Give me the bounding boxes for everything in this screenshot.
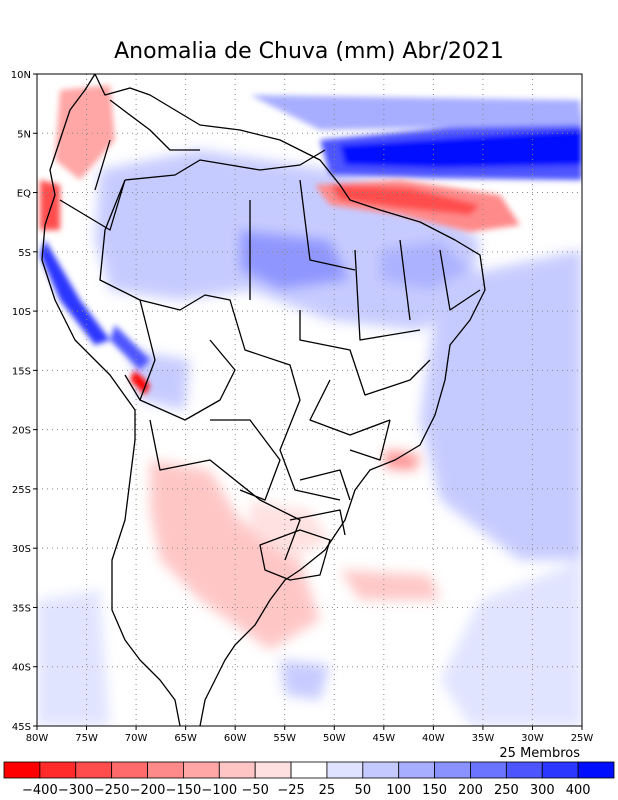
border-uruguay <box>259 529 331 581</box>
colorbar-label: 300 <box>530 783 555 798</box>
map-frame <box>36 73 583 727</box>
anomaly-pale-blue-pacific <box>37 590 110 726</box>
colorbar-swatch <box>434 761 471 779</box>
colorbar-swatch <box>398 761 435 779</box>
lat-label: 30S <box>12 544 31 555</box>
anomaly-red-ecuador <box>40 180 60 230</box>
colorbar-label: 150 <box>422 783 447 798</box>
lon-label: 65W <box>174 733 197 744</box>
lat-label: 10N <box>11 70 31 81</box>
border-brazil-north <box>124 149 326 181</box>
anomaly-blue-northeast <box>380 240 470 290</box>
anomaly-light-blue-atlantic <box>420 250 582 560</box>
lon-label: 70W <box>125 733 148 744</box>
lat-label: 10S <box>12 307 31 318</box>
colorbar-label: −150 <box>166 783 202 798</box>
border-colombia-venezuela <box>59 99 200 231</box>
colorbar-label: −50 <box>241 783 268 798</box>
lon-label: 80W <box>26 733 49 744</box>
colorbar-swatch <box>505 761 543 779</box>
colorbar-label: −100 <box>201 783 237 798</box>
anomaly-red-titicaca <box>130 370 150 395</box>
map-panel: 10N 5N EQ 5S 10S 15S 20S 25S 30S 35S 40S 45S 80W 75W… <box>11 70 594 744</box>
colorbar-swatch <box>577 761 615 779</box>
lon-label: 55W <box>273 733 296 744</box>
anomaly-blue-peru-andes <box>40 240 110 345</box>
latitude-labels: 10N 5N EQ 5S 10S 15S 20S 25S 30S 35S 40S 45S <box>11 70 37 733</box>
colorbar-label: 400 <box>566 783 591 798</box>
colorbar-swatch <box>3 761 41 779</box>
colorbar-swatch <box>183 761 220 779</box>
colorbar-labels: −400 −300 −250 −200 −150 −100 −50 −25 25 50 100 150… <box>22 783 591 798</box>
colorbar-label: −250 <box>94 783 130 798</box>
border-bolivia <box>139 299 236 421</box>
lon-label: 45W <box>373 733 396 744</box>
south-america-coastline <box>41 73 486 727</box>
lat-label: 15S <box>12 366 31 377</box>
anomaly-blue-patagonia-shelf <box>280 660 330 700</box>
lat-label: 45S <box>12 722 31 733</box>
lon-label: 35W <box>472 733 495 744</box>
colorbar-swatch <box>326 761 364 779</box>
anomaly-red-rio-coast <box>385 450 420 470</box>
lat-label: 20S <box>12 426 31 437</box>
lon-label: 60W <box>224 733 247 744</box>
lon-label: 50W <box>323 733 346 744</box>
lat-label: 5S <box>18 248 31 259</box>
anomaly-red-colombia <box>55 85 115 180</box>
colorbar-swatch <box>254 761 292 779</box>
colorbar-swatch <box>147 761 184 779</box>
colorbar-label: −400 <box>22 783 58 798</box>
anomaly-blue-south-peru <box>110 325 150 370</box>
colorbar-swatch <box>541 761 579 779</box>
colorbar-swatch <box>470 761 507 779</box>
map-outlines <box>41 73 486 727</box>
map-title: Anomalia de Chuva (mm) Abr/2021 <box>114 39 504 64</box>
colorbar-swatch <box>218 761 256 779</box>
colorbar-label: −200 <box>130 783 166 798</box>
colorbar-swatch <box>39 761 77 779</box>
anomaly-pale-blue-south-atlantic <box>440 560 582 726</box>
colorbar-label: 100 <box>386 783 411 798</box>
anomaly-blue-central-amazon <box>240 230 350 290</box>
lon-label: 30W <box>521 733 544 744</box>
colorbar-label: 200 <box>458 783 483 798</box>
border-peru-chile <box>124 374 141 401</box>
anomaly-itcz-north-fringe <box>250 95 582 130</box>
colorbar-swatch <box>75 761 113 779</box>
colorbar-label: 50 <box>355 783 372 798</box>
anomaly-red-south-atlantic <box>340 570 440 600</box>
border-brazil-west <box>99 179 341 501</box>
colorbar-swatch <box>111 761 148 779</box>
lat-label: 40S <box>12 663 31 674</box>
members-label: 25 Membros <box>499 746 580 761</box>
colorbar-label: −25 <box>277 783 304 798</box>
lat-label: 25S <box>12 485 31 496</box>
colorbar-swatch <box>362 761 400 779</box>
lat-label: EQ <box>17 189 31 200</box>
colorbar-label: 25 <box>319 783 336 798</box>
colorbar-label: −300 <box>58 783 94 798</box>
lat-label: 5N <box>17 129 31 140</box>
border-brazil-states-south <box>289 469 351 536</box>
lon-label: 25W <box>571 733 594 744</box>
anomaly-itcz-core <box>340 130 582 168</box>
lat-label: 35S <box>12 603 31 614</box>
colorbar-label: 250 <box>494 783 519 798</box>
lon-label: 75W <box>75 733 98 744</box>
graticule <box>37 74 582 726</box>
colorbar <box>3 761 615 779</box>
border-brazil-states-north <box>249 179 481 341</box>
border-argentina <box>149 419 301 561</box>
longitude-labels: 80W 75W 70W 65W 60W 55W 50W 45W 40W 35W 30W 25W <box>26 726 594 744</box>
border-brazil-states-central <box>299 310 431 461</box>
lon-label: 40W <box>422 733 445 744</box>
colorbar-swatch <box>290 761 328 779</box>
anomaly-pale-red-paraguay <box>250 500 330 560</box>
